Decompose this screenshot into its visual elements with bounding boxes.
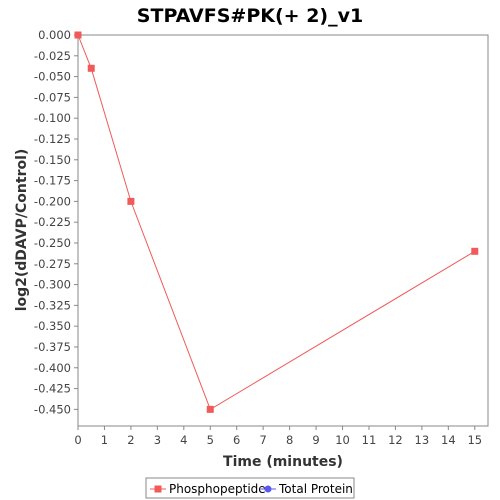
- y-tick-label: -0.075: [34, 90, 71, 104]
- data-point: [74, 31, 82, 39]
- y-axis-label: log2(dDAVP/Control): [14, 149, 30, 312]
- y-tick-label: -0.425: [34, 382, 71, 396]
- x-tick-label: 9: [312, 433, 319, 447]
- y-tick-label: -0.350: [34, 319, 71, 333]
- y-axis: 0.000 -0.025 -0.050 -0.075 -0.100 -0.125 -0.15…: [34, 28, 78, 416]
- x-tick-label: 10: [335, 433, 350, 447]
- y-tick-label: 0.000: [38, 28, 71, 42]
- x-tick-label: 15: [467, 433, 482, 447]
- x-tick-label: 4: [180, 433, 187, 447]
- x-tick-label: 2: [127, 433, 134, 447]
- y-tick-label: -0.025: [34, 49, 71, 63]
- y-tick-label: -0.300: [34, 278, 71, 292]
- chart-title: STPAVFS#PK(+ 2)_v1: [137, 5, 363, 27]
- data-point: [471, 247, 479, 255]
- x-tick-label: 12: [388, 433, 403, 447]
- x-tick-label: 1: [101, 433, 108, 447]
- legend-label: Total Protein: [278, 482, 353, 496]
- y-tick-label: -0.100: [34, 111, 71, 125]
- legend-label: Phosphopeptide: [169, 482, 266, 496]
- y-tick-label: -0.125: [34, 132, 71, 146]
- legend-marker-circle: [264, 485, 272, 493]
- data-point: [87, 64, 95, 72]
- legend-marker-square: [154, 485, 162, 493]
- x-axis: 0 1 2 3 4 5 6 7 8 9 10 11 12 13 14 15: [74, 426, 482, 447]
- y-tick-label: -0.175: [34, 174, 71, 188]
- x-tick-label: 0: [74, 433, 81, 447]
- x-tick-label: 8: [286, 433, 293, 447]
- x-tick-label: 14: [441, 433, 456, 447]
- x-tick-label: 7: [259, 433, 266, 447]
- y-tick-label: -0.225: [34, 215, 71, 229]
- x-axis-label: Time (minutes): [223, 454, 343, 470]
- legend-items: Phosphopeptide Total Protein: [150, 482, 353, 496]
- x-tick-label: 13: [415, 433, 430, 447]
- x-tick-label: 3: [154, 433, 161, 447]
- y-tick-label: -0.375: [34, 340, 71, 354]
- y-tick-label: -0.450: [34, 402, 71, 416]
- y-tick-label: -0.150: [34, 153, 71, 167]
- series-layer: [74, 31, 479, 413]
- x-tick-label: 11: [362, 433, 377, 447]
- x-tick-label: 6: [233, 433, 240, 447]
- y-tick-label: -0.050: [34, 70, 71, 84]
- y-tick-label: -0.325: [34, 298, 71, 312]
- legend-box: [145, 477, 355, 499]
- y-tick-label: -0.200: [34, 194, 71, 208]
- legend: Phosphopeptide Total Protein: [145, 477, 355, 499]
- plot-area: [77, 34, 489, 427]
- x-tick-label: 5: [207, 433, 214, 447]
- data-point: [206, 405, 214, 413]
- y-tick-label: -0.275: [34, 257, 71, 271]
- y-tick-label: -0.250: [34, 236, 71, 250]
- y-tick-label: -0.400: [34, 361, 71, 375]
- data-point: [127, 197, 135, 205]
